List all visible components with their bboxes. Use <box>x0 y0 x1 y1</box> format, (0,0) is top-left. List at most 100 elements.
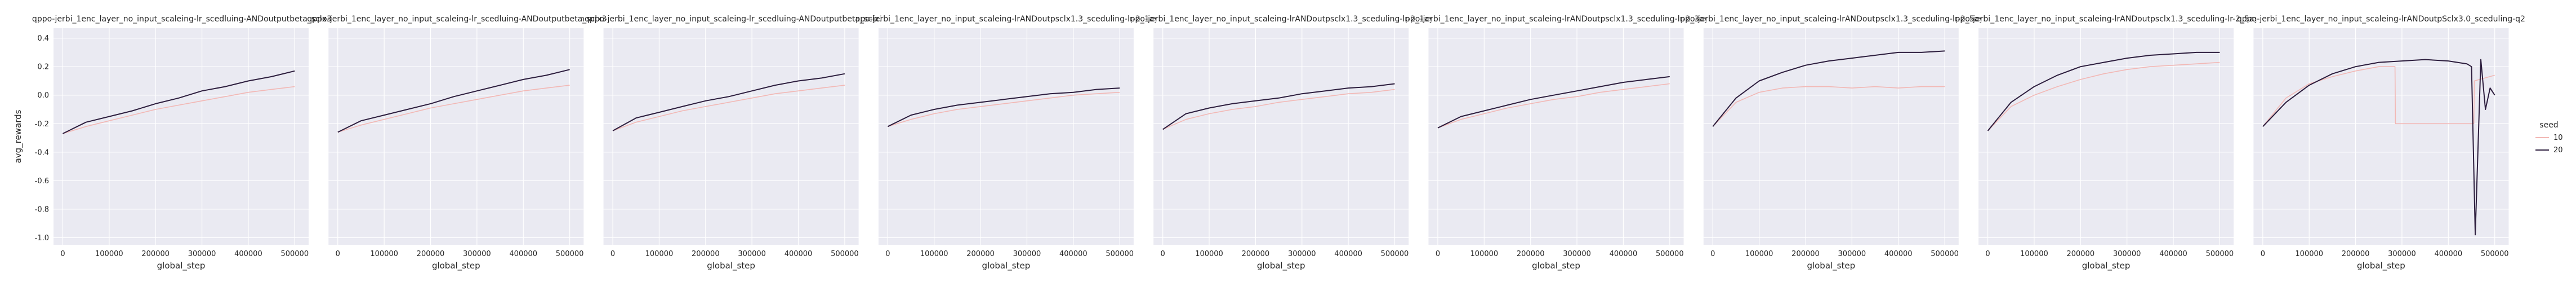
x-tick-label: 300000 <box>188 250 216 258</box>
series-group <box>1437 76 1670 129</box>
panel-title: qppo-jerbi_1enc_layer_no_input_scaleing-… <box>850 15 1162 24</box>
x-tick-label: 100000 <box>1195 250 1223 258</box>
x-axis-label: global_step <box>2082 261 2131 271</box>
series-line-seed-20 <box>1162 83 1395 130</box>
x-tick-label: 500000 <box>280 250 309 258</box>
y-tick-label: 0.4 <box>37 34 49 43</box>
panel-title: ceqppo-jerbi_1enc_layer_no_input_scalein… <box>298 15 614 24</box>
chart-panel-1: -1.0 -0.8 -0.6 -0.4 -0.2 0.0 0.2 0.4 0 100000 2000… <box>13 15 331 271</box>
x-axis-label: global_step <box>1807 261 1855 271</box>
title-group: ceqppo-jerbi_1enc_layer_no_input_scalein… <box>298 15 614 24</box>
x-tick-label: 500000 <box>831 250 859 258</box>
title-group: qppo-jerbi_1enc_layer_no_input_scaleing-… <box>2237 15 2525 24</box>
x-axis-label: global_step <box>157 261 206 271</box>
x-tick-label: 500000 <box>556 250 584 258</box>
x-tick-label: 0 <box>2261 250 2265 258</box>
x-tick-label: 500000 <box>1381 250 1409 258</box>
title-group: qppo-jerbi_1enc_layer_no_input_scaleing-… <box>1950 15 2262 24</box>
x-tick-label: 0 <box>1985 250 1990 258</box>
x-tick-label: 100000 <box>1470 250 1499 258</box>
series-group <box>2262 59 2495 236</box>
chart-panel-9: 0 100000 200000 300000 400000 500000 qppo-jerb… <box>2237 15 2525 271</box>
series-line-seed-10 <box>337 85 570 133</box>
chart-panel-4: 0 100000 200000 300000 400000 500000 qppo-jerb… <box>850 15 1162 271</box>
panel-title: qppo-jerbi_1enc_layer_no_input_scaleing-… <box>2237 15 2525 24</box>
x-tick-label: 200000 <box>1517 250 1545 258</box>
x-tick-label: 200000 <box>2342 250 2370 258</box>
x-tick-label: 200000 <box>141 250 170 258</box>
plot-area <box>1978 28 2234 245</box>
series-line-seed-10 <box>1987 61 2220 131</box>
x-tick-label: 200000 <box>417 250 445 258</box>
x-tick-label: 300000 <box>738 250 766 258</box>
series-group <box>63 70 295 134</box>
x-tick-label: 500000 <box>2206 250 2234 258</box>
chart-panel-2: 0 100000 200000 300000 400000 500000 ceqppo-je… <box>298 15 614 271</box>
y-tick-label: -0.2 <box>35 120 49 129</box>
x-tick-label: 0 <box>885 250 890 258</box>
series-line-seed-10 <box>1437 83 1670 129</box>
x-tick-label: 500000 <box>1656 250 1684 258</box>
series-line-seed-20 <box>2262 59 2495 236</box>
x-tick-label: 100000 <box>2295 250 2323 258</box>
x-tick-label: 400000 <box>1610 250 1638 258</box>
x-tick-label: 400000 <box>509 250 537 258</box>
legend-title: seed <box>2539 121 2558 130</box>
chart-panel-8: 0 100000 200000 300000 400000 500000 qppo-jerb… <box>1950 15 2262 271</box>
x-tick-label: 400000 <box>785 250 813 258</box>
series-group <box>337 69 570 133</box>
panel-title: cenqppo-jerbi_1enc_layer_no_input_scalei… <box>571 15 892 24</box>
series-group <box>1162 83 1395 130</box>
series-group <box>887 87 1120 127</box>
x-tick-label: 500000 <box>1931 250 1959 258</box>
x-tick-label: 300000 <box>1838 250 1866 258</box>
x-tick-label: 400000 <box>1059 250 1088 258</box>
chart-panel-7: 0 100000 200000 300000 400000 500000 qppo-jerb… <box>1681 15 1981 271</box>
x-tick-label: 100000 <box>920 250 948 258</box>
x-tick-label: 0 <box>60 250 65 258</box>
x-axis-label: global_step <box>1532 261 1580 271</box>
series-line-seed-20 <box>612 73 845 131</box>
x-tick-label: 0 <box>336 250 340 258</box>
title-group: = qppo-jerbi_1enc_layer_no_input_scalein… <box>31 15 331 24</box>
panel-title: qppo-jerbi_1enc_layer_no_input_scaleing-… <box>1400 15 1712 24</box>
series-line-seed-20 <box>63 70 295 134</box>
x-tick-label: 300000 <box>1013 250 1041 258</box>
y-tick-label: -0.8 <box>35 205 49 214</box>
y-axis-label: avg_rewards <box>13 109 24 163</box>
plot-area <box>1153 28 1409 245</box>
series-line-seed-20 <box>887 87 1120 127</box>
x-tick-label: 200000 <box>2066 250 2094 258</box>
x-tick-label: 400000 <box>2159 250 2187 258</box>
x-tick-label: 100000 <box>95 250 123 258</box>
plot-area <box>54 28 309 245</box>
x-tick-label: 300000 <box>2113 250 2141 258</box>
plot-area <box>1428 28 1684 245</box>
series-group <box>1712 50 1945 127</box>
series-line-seed-10 <box>63 86 295 134</box>
x-tick-label: 400000 <box>1334 250 1362 258</box>
x-tick-label: 300000 <box>2388 250 2416 258</box>
plot-area <box>328 28 584 245</box>
y-tick-label: -1.0 <box>35 234 49 243</box>
x-tick-label: 200000 <box>1242 250 1270 258</box>
x-tick-label: 400000 <box>1884 250 1913 258</box>
series-line-seed-20 <box>1437 76 1670 129</box>
x-tick-label: 100000 <box>2020 250 2048 258</box>
y-tick-label: -0.4 <box>35 148 49 157</box>
x-tick-label: 0 <box>1161 250 1165 258</box>
title-group: cenqppo-jerbi_1enc_layer_no_input_scalei… <box>571 15 892 24</box>
panel-title: qppo-jerbi_1enc_layer_no_input_scaleing-… <box>1950 15 2262 24</box>
panels: -1.0 -0.8 -0.6 -0.4 -0.2 0.0 0.2 0.4 0 100000 2000… <box>13 15 2525 271</box>
title-group: qppo-jerbi_1enc_layer_no_input_scaleing-… <box>1400 15 1712 24</box>
x-tick-label: 200000 <box>692 250 720 258</box>
series-group <box>1987 51 2220 131</box>
chart-panel-3: 0 100000 200000 300000 400000 500000 cenqppo-j… <box>571 15 892 271</box>
chart-panel-6: 0 100000 200000 300000 400000 500000 qppo-jerb… <box>1400 15 1712 271</box>
plot-area <box>878 28 1134 245</box>
y-tick-label: 0.2 <box>37 63 49 72</box>
legend: seed 10 20 <box>2535 121 2563 155</box>
legend-label-seed-10: 10 <box>2553 134 2563 142</box>
x-axis-label: global_step <box>707 261 755 271</box>
